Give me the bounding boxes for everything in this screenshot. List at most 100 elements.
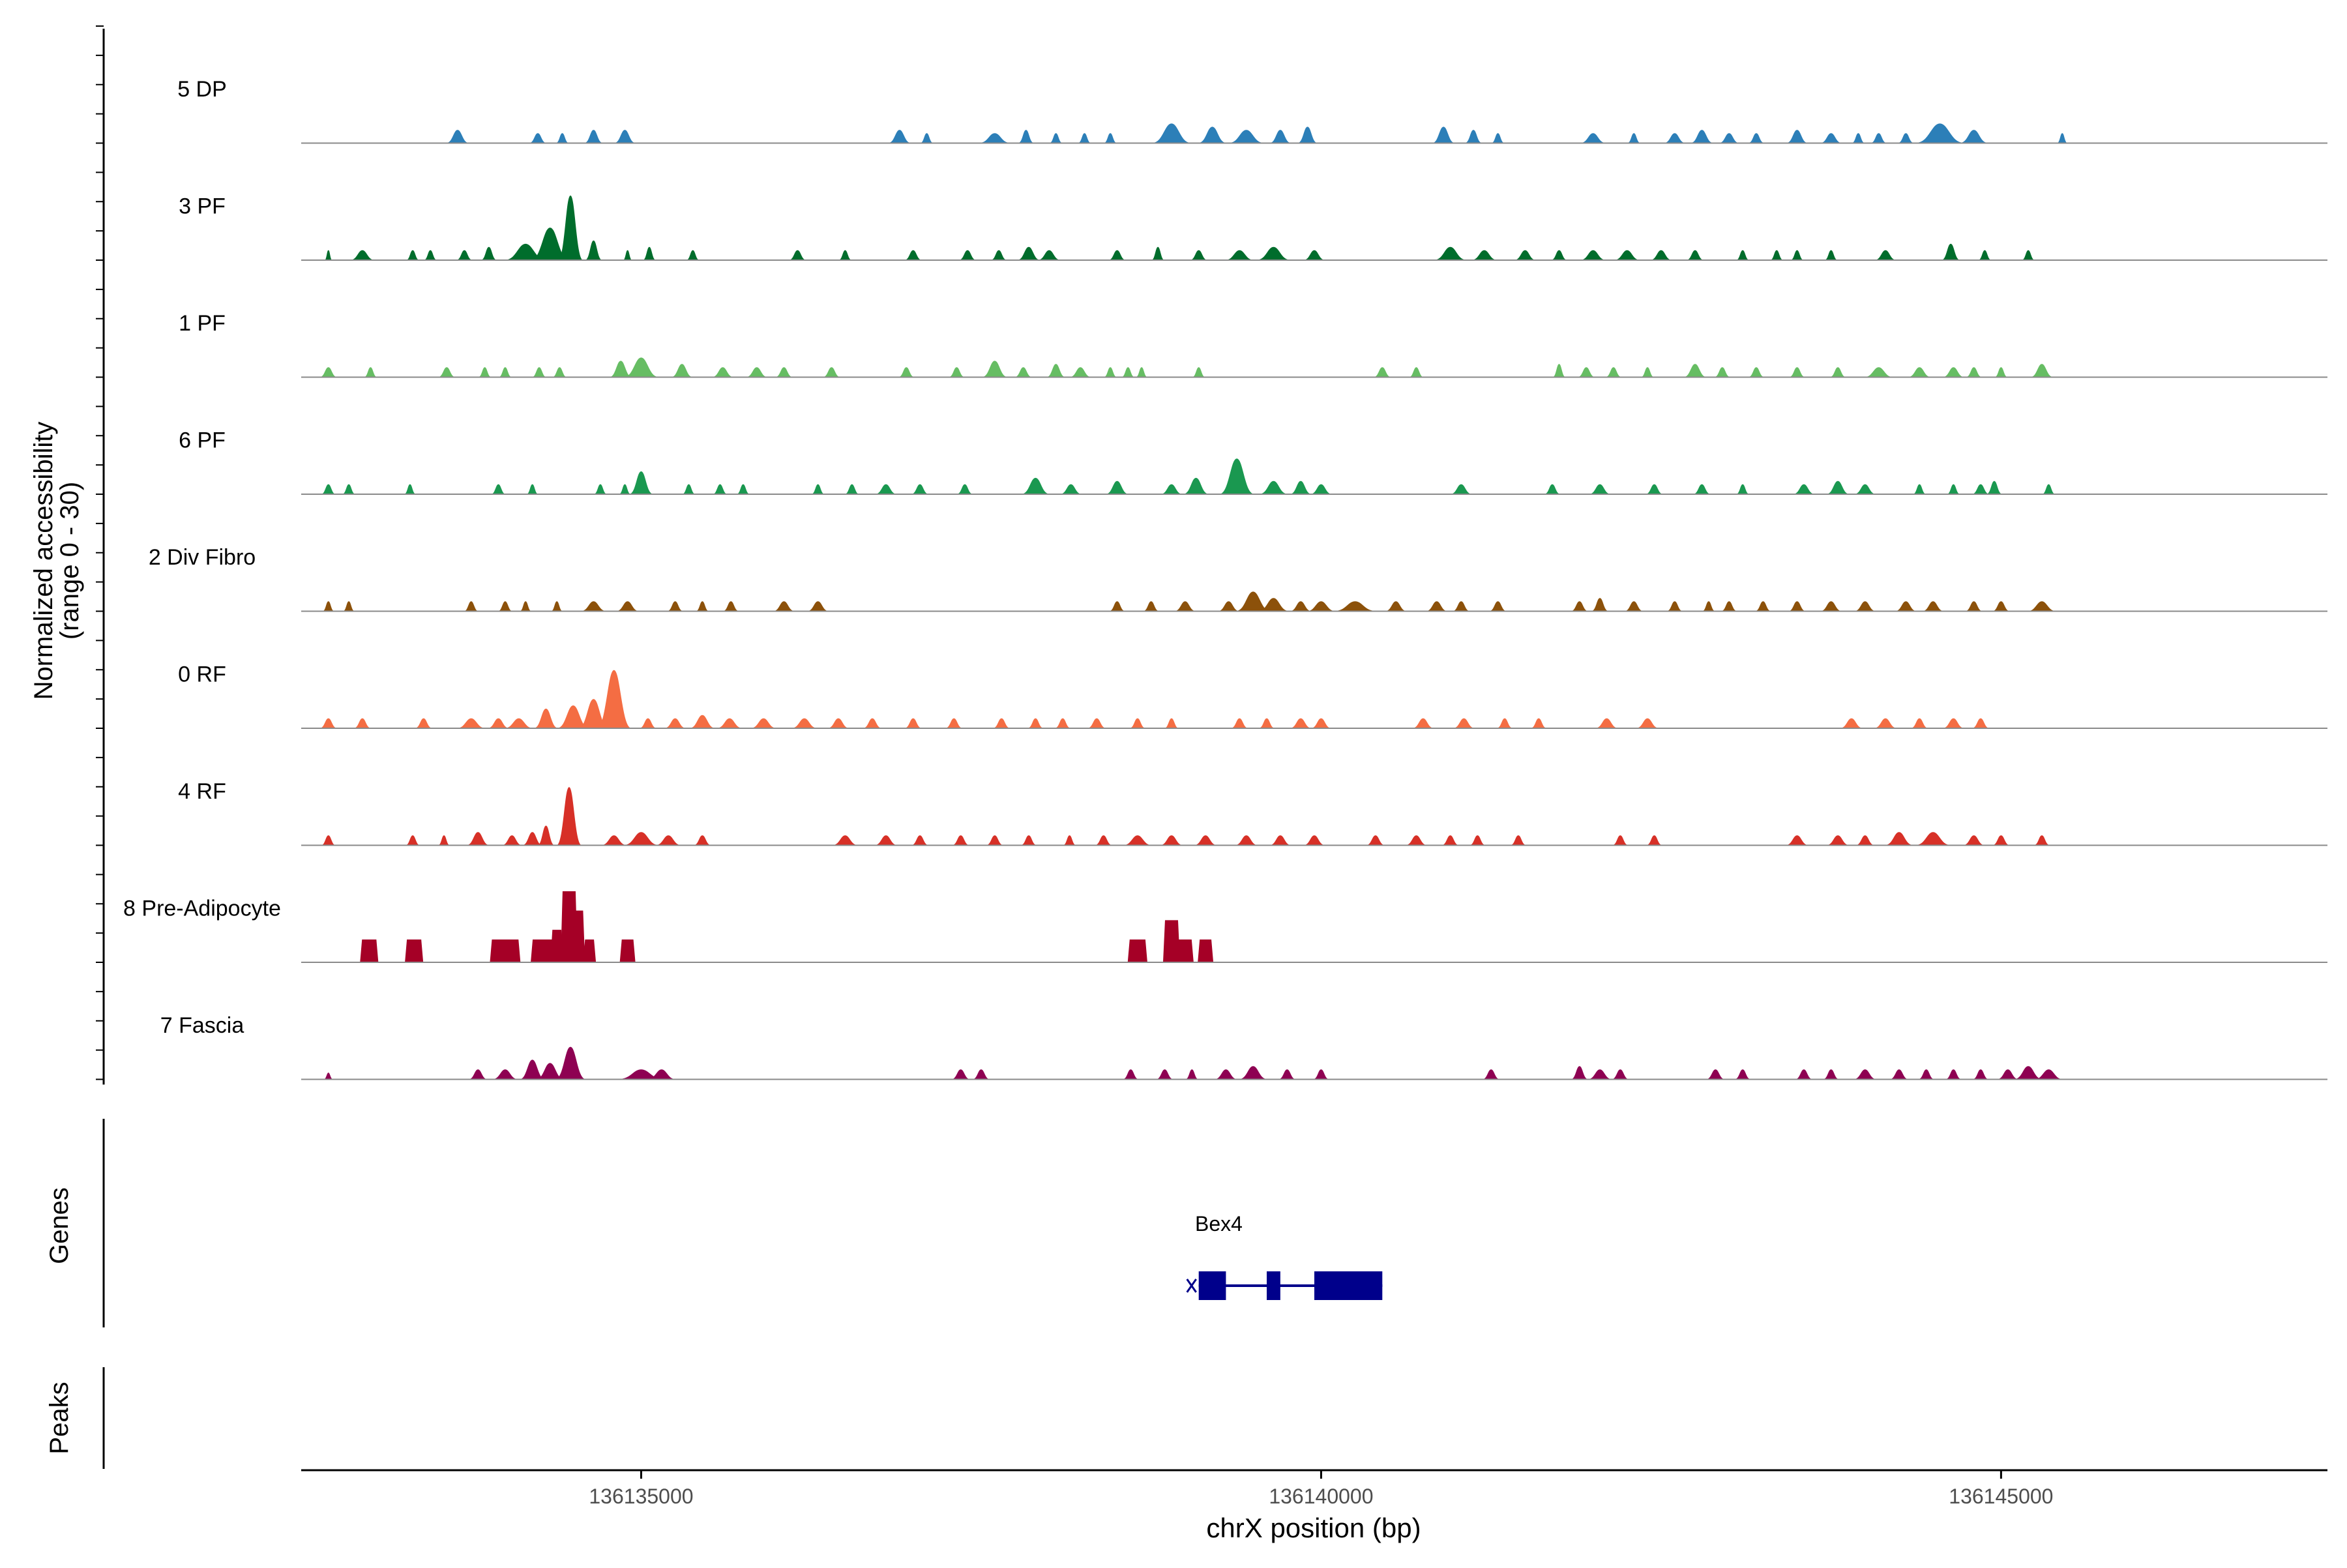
coverage-peak (1297, 126, 1318, 143)
track-label: 2 Div Fibro (149, 545, 256, 570)
track-8-pre-adipocyte: 8 Pre-Adipocyte (123, 891, 2327, 963)
coverage-peak (1270, 130, 1291, 143)
coverage-peak (1923, 601, 1943, 612)
coverage-peak (557, 195, 583, 261)
x-axis: 136135000 136140000 136145000 (301, 1469, 2327, 1508)
coverage-peak (488, 718, 509, 729)
coverage-peak (1531, 718, 1546, 729)
coverage-peak (1667, 601, 1683, 612)
coverage-peak (1552, 364, 1566, 377)
coverage-peak (1793, 484, 1814, 495)
coverage-peak (624, 357, 658, 377)
coverage-peak (502, 835, 522, 846)
coverage-peak (640, 718, 657, 729)
coverage-peak (875, 835, 897, 846)
coverage-peak (1580, 133, 1606, 143)
coverage-peak (952, 1069, 970, 1080)
coverage-peak (1469, 835, 1485, 846)
coverage-peak (1966, 367, 1982, 377)
coverage-peak (838, 250, 851, 261)
coverage-peak (1614, 250, 1640, 261)
coverage-peak (1875, 250, 1896, 261)
coverage-peak (1198, 126, 1226, 143)
coverage-peak (2028, 601, 2056, 612)
coverage-peak (863, 718, 881, 729)
track-label: 7 Fascia (160, 1013, 244, 1038)
coverage-peak (1966, 601, 1983, 612)
coverage-peak (447, 130, 469, 143)
coverage-peak (1027, 718, 1043, 729)
coverage-peak (1151, 246, 1164, 261)
coverage-peak (812, 484, 825, 495)
coverage-peak (572, 910, 585, 963)
coverage-peak (1453, 718, 1475, 729)
coverage-peak (712, 367, 733, 377)
coverage-peak (664, 718, 686, 729)
coverage-peak (979, 133, 1010, 143)
coverage-peak (1063, 835, 1076, 846)
coverage-peak (1310, 484, 1332, 495)
coverage-peak (1164, 718, 1179, 729)
track-label: 3 PF (179, 194, 226, 219)
coverage-peak (647, 1069, 675, 1080)
coverage-peak (619, 939, 636, 963)
coverage-peak (945, 718, 962, 729)
coverage-peak (1453, 601, 1469, 612)
coverage-peak (1441, 835, 1459, 846)
coverage-peak (499, 367, 512, 377)
coverage-peak (1855, 484, 1876, 495)
coverage-peak (1270, 835, 1291, 846)
coverage-peak (737, 484, 750, 495)
coverage-peak (1606, 367, 1621, 377)
coverage-peak (520, 601, 531, 612)
coverage-peak (534, 708, 558, 729)
coverage-peak (1176, 939, 1194, 963)
coverage-peak (905, 718, 922, 729)
coverage-peak (1755, 601, 1771, 612)
coverage-y-axis (96, 25, 105, 1085)
coverage-peak (406, 835, 420, 846)
coverage-peak (1854, 1069, 1876, 1080)
coverage-peak (469, 1069, 487, 1080)
coverage-peak (1156, 1069, 1174, 1080)
coverage-peak (1489, 601, 1507, 612)
coverage-peak (1465, 130, 1482, 143)
coverage-peak (905, 250, 922, 261)
coverage-peak (325, 250, 332, 261)
coverage-peak (1290, 481, 1311, 495)
coverage-peak (1022, 477, 1050, 495)
coverage-peak (1895, 601, 1917, 612)
coverage-peak (1943, 718, 1964, 729)
coverage-peak (351, 250, 374, 261)
coverage-peak (723, 601, 739, 612)
coverage-peak (1915, 123, 1964, 143)
coverage-peak (1571, 601, 1588, 612)
coverage-peak (1943, 367, 1964, 377)
coverage-peak (1612, 1069, 1629, 1080)
coverage-peak (1719, 133, 1739, 143)
coverage-peak (585, 240, 602, 261)
coverage-peak (1385, 601, 1406, 612)
coverage-peak (520, 1059, 545, 1080)
coverage-peak (1641, 367, 1654, 377)
coverage-peak (1820, 133, 1842, 143)
coverage-peak (982, 361, 1007, 377)
coverage-peak (1229, 130, 1263, 143)
coverage-peak (1497, 718, 1513, 729)
coverage-peak (1789, 367, 1805, 377)
coverage-peak (1183, 477, 1209, 495)
coverage-peak (343, 601, 355, 612)
x-tick-label: 136140000 (1269, 1485, 1373, 1508)
coverage-peak (1963, 835, 1985, 846)
coverage-peak (1580, 250, 1606, 261)
coverage-peak (1588, 1069, 1612, 1080)
coverage-peak (321, 484, 336, 495)
coverage-peak (1018, 130, 1034, 143)
coverage-peak (1736, 250, 1749, 261)
coverage-peak (949, 367, 965, 377)
coverage-peak (1770, 250, 1783, 261)
track-1-pf: 1 PF (179, 311, 2327, 378)
coverage-peak (1260, 481, 1288, 495)
coverage-peak (1259, 718, 1275, 729)
coverage-peak (1123, 835, 1151, 846)
